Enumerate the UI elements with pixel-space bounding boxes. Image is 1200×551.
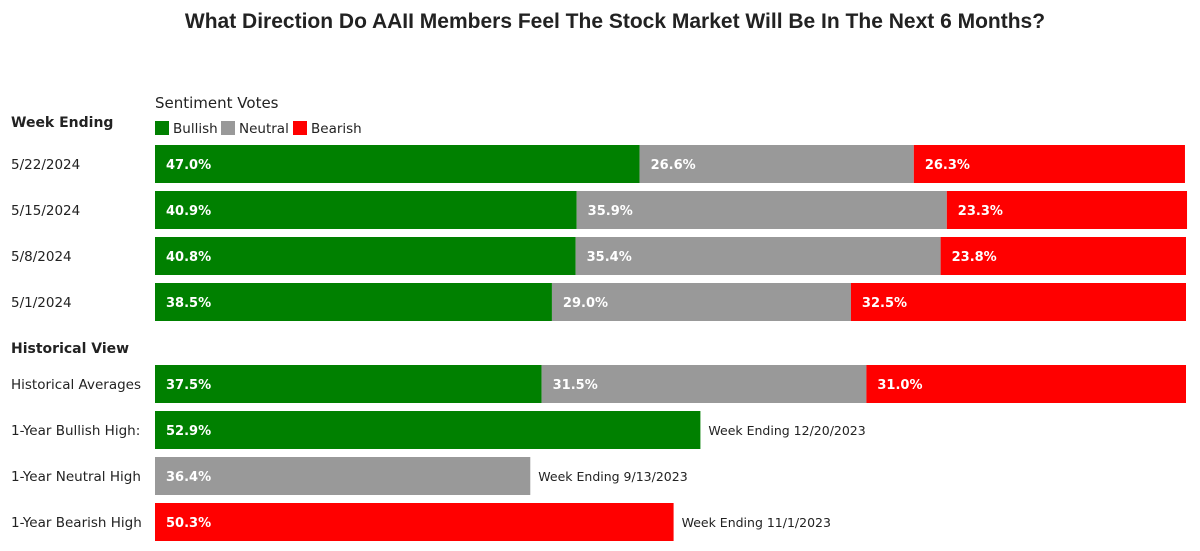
bar-value-label: 50.3%: [166, 516, 211, 531]
bar-bearish: [850, 283, 1186, 321]
bar-value-label: 26.3%: [925, 158, 970, 173]
legend-label-bullish: Bullish: [173, 121, 218, 137]
bar-value-label: 26.6%: [651, 158, 696, 173]
bar-bearish: [940, 237, 1186, 275]
bar-value-label: 35.4%: [587, 250, 632, 265]
bar-value-label: 23.8%: [952, 250, 997, 265]
bar-note: Week Ending 9/13/2023: [538, 469, 687, 484]
bar-value-label: 29.0%: [563, 296, 608, 311]
row-label: 5/22/2024: [11, 157, 80, 173]
bar-value-label: 31.0%: [877, 378, 922, 393]
bar-value-label: 23.3%: [958, 204, 1003, 219]
bar-note: Week Ending 11/1/2023: [682, 515, 831, 530]
bar-bullish: [155, 411, 701, 449]
bar-bullish: [155, 145, 640, 183]
bar-neutral: [155, 457, 531, 495]
row-label: 5/1/2024: [11, 295, 72, 311]
legend-swatch-bearish: [293, 121, 307, 135]
bar-value-label: 40.8%: [166, 250, 211, 265]
row-label: 5/8/2024: [11, 249, 72, 265]
section-label: Week Ending: [11, 115, 113, 131]
bar-bullish: [155, 191, 577, 229]
bar-bearish: [866, 365, 1186, 403]
legend-swatch-bullish: [155, 121, 169, 135]
bar-bearish: [913, 145, 1185, 183]
legend: Bullish Neutral Bearish: [155, 121, 362, 137]
plot-area: Week Ending 5/22/2024 47.0% 26.6% 26.3% 5/15/…: [11, 115, 1188, 541]
bar-value-label: 40.9%: [166, 204, 211, 219]
bar-bullish: [155, 365, 542, 403]
bar-neutral: [639, 145, 914, 183]
row-label: 5/15/2024: [11, 203, 80, 219]
bar-bearish: [946, 191, 1188, 229]
bar-value-label: 38.5%: [166, 296, 211, 311]
legend-label-bearish: Bearish: [311, 121, 362, 137]
chart-title: What Direction Do AAII Members Feel The …: [184, 10, 1046, 33]
bar-neutral: [575, 237, 941, 275]
bar-value-label: 37.5%: [166, 378, 211, 393]
section-label: Historical View: [11, 341, 129, 357]
bar-neutral: [541, 365, 867, 403]
bar-bearish: [155, 503, 674, 541]
bar-bullish: [155, 237, 576, 275]
bar-value-label: 32.5%: [862, 296, 907, 311]
row-label: 1-Year Neutral High: [11, 469, 141, 485]
bar-value-label: 52.9%: [166, 424, 211, 439]
bar-neutral: [551, 283, 851, 321]
bar-note: Week Ending 12/20/2023: [708, 423, 865, 438]
row-label: 1-Year Bearish High: [11, 515, 142, 531]
legend-title: Sentiment Votes: [155, 94, 279, 112]
bar-value-label: 36.4%: [166, 470, 211, 485]
bar-neutral: [576, 191, 947, 229]
legend-label-neutral: Neutral: [239, 121, 289, 137]
legend-swatch-neutral: [221, 121, 235, 135]
bar-value-label: 47.0%: [166, 158, 211, 173]
bar-value-label: 31.5%: [553, 378, 598, 393]
row-label: Historical Averages: [11, 377, 141, 393]
bar-bullish: [155, 283, 552, 321]
row-label: 1-Year Bullish High:: [11, 423, 140, 439]
bar-value-label: 35.9%: [588, 204, 633, 219]
